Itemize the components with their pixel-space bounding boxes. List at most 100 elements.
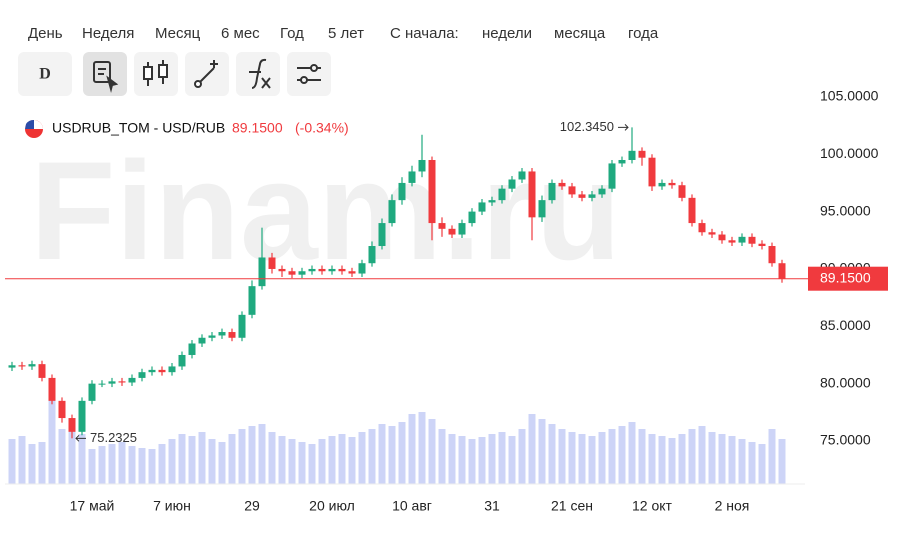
volume-bar xyxy=(248,426,256,484)
candle-body xyxy=(468,211,476,224)
x-tick-label: 12 окт xyxy=(632,498,673,514)
volume-bar xyxy=(608,429,616,484)
menu-item[interactable]: месяца xyxy=(554,25,606,42)
candle-body xyxy=(648,157,656,187)
volume-bar xyxy=(588,436,596,484)
x-tick-label: 31 xyxy=(484,498,500,514)
annotation-label: 102.3450 xyxy=(560,119,614,134)
candle-body xyxy=(708,232,716,235)
icon xyxy=(194,80,202,88)
volume-bar xyxy=(378,424,386,484)
menu-item[interactable]: День xyxy=(28,25,63,42)
candle-body xyxy=(28,364,36,367)
tool-button[interactable] xyxy=(83,52,127,96)
volume-bar xyxy=(618,426,626,484)
menu-item[interactable]: Неделя xyxy=(82,25,134,42)
last-price: 89.1500 xyxy=(232,120,283,136)
menu-item[interactable]: С начала: xyxy=(390,25,459,42)
candle-body xyxy=(48,377,56,401)
volume-bar xyxy=(48,394,56,484)
volume-bar xyxy=(438,429,446,484)
annotation-label: 75.2325 xyxy=(90,430,137,445)
volume-bar xyxy=(178,434,186,484)
volume-bar xyxy=(428,419,436,484)
candle-body xyxy=(488,200,496,203)
volume-bar xyxy=(758,444,766,484)
candle-body xyxy=(418,159,426,172)
x-tick-label: 2 ноя xyxy=(715,498,750,514)
volume-bar xyxy=(508,436,516,484)
volume-bar xyxy=(38,442,46,484)
volume-bar xyxy=(638,429,646,484)
volume-bar xyxy=(118,442,126,484)
change: (-0.34%) xyxy=(295,120,349,136)
candle-body xyxy=(328,268,336,272)
candle-body xyxy=(168,366,176,373)
menu-item[interactable]: Год xyxy=(280,25,304,42)
menu-item[interactable]: 5 лет xyxy=(328,25,364,42)
candle-body xyxy=(658,182,666,187)
candle-body xyxy=(448,228,456,235)
candle-body xyxy=(678,185,686,198)
annotation-arrow xyxy=(75,434,86,442)
candle-body xyxy=(458,223,466,235)
y-tick-label: 75.0000 xyxy=(820,432,871,448)
candle-body xyxy=(478,202,486,212)
volume-bar xyxy=(58,429,66,484)
volume-bar xyxy=(258,424,266,484)
candle-body xyxy=(238,314,246,338)
x-tick-label: 21 сен xyxy=(551,498,593,514)
candle-body xyxy=(158,369,166,373)
instrument: USDRUB_TOM - USD/RUB xyxy=(52,120,225,136)
volume-bar xyxy=(708,432,716,484)
volume-bar xyxy=(148,449,156,484)
x-tick-label: 29 xyxy=(244,498,260,514)
period-menu[interactable]: День Неделя Месяц 6 мес Год 5 лет С начала: нед… xyxy=(28,25,659,42)
volume-bar xyxy=(98,446,106,484)
menu-item[interactable]: года xyxy=(628,25,659,42)
candle-body xyxy=(748,236,756,244)
candle-body xyxy=(638,150,646,158)
volume-bar xyxy=(18,436,26,484)
volume-bar xyxy=(28,444,36,484)
menu-item[interactable]: Месяц xyxy=(155,25,201,42)
volume-bar xyxy=(338,434,346,484)
volume-bar xyxy=(78,434,86,484)
icon xyxy=(300,76,308,84)
volume-bar xyxy=(368,429,376,484)
candle-body xyxy=(228,332,236,338)
candle-body xyxy=(88,383,96,401)
candle-body xyxy=(178,354,186,367)
volume-bar xyxy=(278,436,286,484)
volume-bar xyxy=(168,439,176,484)
candle-body xyxy=(688,197,696,224)
menu-item[interactable]: недели xyxy=(482,25,532,42)
volume-bar xyxy=(128,446,136,484)
volume-bar xyxy=(778,439,786,484)
y-tick-label: 95.0000 xyxy=(820,202,871,218)
volume-bar xyxy=(158,444,166,484)
annotation: 75.2325 xyxy=(75,430,137,445)
timeframe-button[interactable] xyxy=(18,52,72,96)
volume-bar xyxy=(288,439,296,484)
volume-bar xyxy=(458,436,466,484)
volume-bar xyxy=(68,424,76,484)
candle-body xyxy=(98,383,106,385)
tool-button[interactable] xyxy=(287,52,331,96)
candle-body xyxy=(58,400,66,419)
volume-bar xyxy=(598,432,606,484)
menu-item[interactable]: 6 мес xyxy=(221,25,260,42)
candle-body xyxy=(548,182,556,201)
volume-bar xyxy=(448,434,456,484)
candle-body xyxy=(8,365,16,368)
volume-bar xyxy=(518,429,526,484)
volume-bar xyxy=(8,439,16,484)
candle-body xyxy=(308,268,316,272)
candle-body xyxy=(578,194,586,198)
candle-body xyxy=(728,240,736,243)
icon xyxy=(143,66,153,80)
tool-button[interactable] xyxy=(134,52,178,96)
volume-bar xyxy=(268,432,276,484)
toolbar[interactable]: D xyxy=(18,52,331,96)
volume-bar xyxy=(208,439,216,484)
